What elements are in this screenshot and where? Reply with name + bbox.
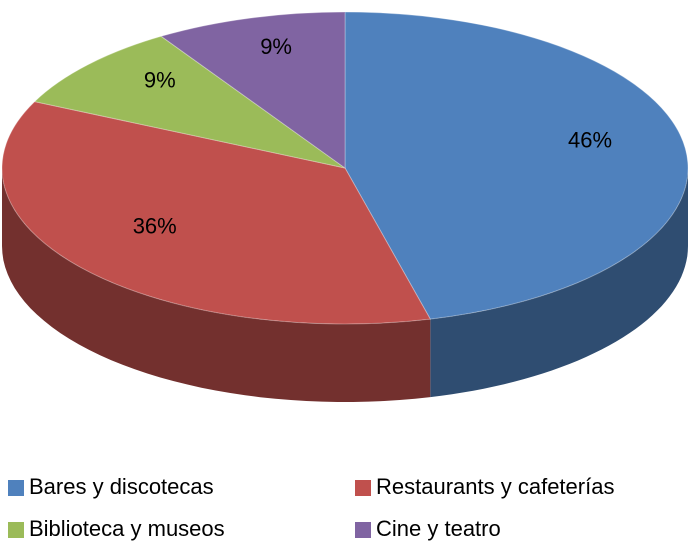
legend-swatch (355, 522, 371, 538)
legend-label: Restaurants y cafeterías (376, 474, 614, 499)
legend-label: Bares y discotecas (29, 474, 214, 499)
data-label: 9% (260, 34, 292, 59)
legend-label: Biblioteca y museos (29, 516, 225, 541)
legend-swatch (355, 480, 371, 496)
pie-side (430, 168, 688, 398)
data-label: 9% (144, 68, 176, 93)
legend-label: Cine y teatro (376, 516, 501, 541)
legend-swatch (8, 480, 24, 496)
pie-side (2, 168, 431, 402)
legend-swatch (8, 522, 24, 538)
pie-slice (33, 35, 346, 169)
data-label: 46% (568, 128, 612, 153)
pie-slice (344, 11, 689, 320)
data-label: 36% (133, 213, 177, 238)
pie-slice (1, 101, 432, 325)
pie-slice (160, 11, 346, 169)
